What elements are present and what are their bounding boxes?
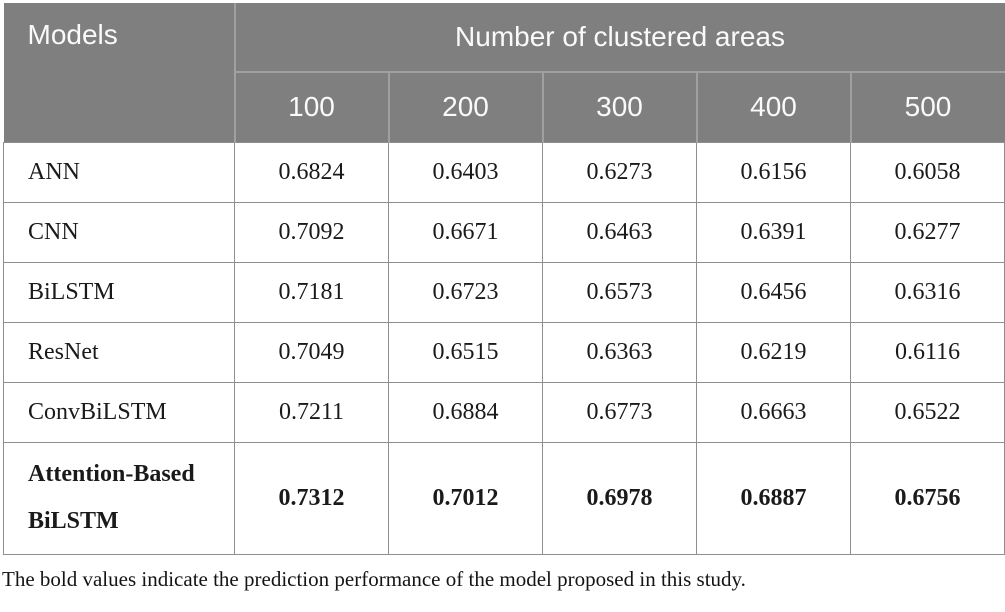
value-cell: 0.6391 xyxy=(696,201,851,263)
value-cell: 0.6219 xyxy=(696,321,851,383)
value-cell: 0.7092 xyxy=(234,201,389,263)
table-row-resnet: ResNet 0.7049 0.6515 0.6363 0.6219 0.611… xyxy=(3,321,1005,383)
value-cell: 0.6756 xyxy=(849,441,1005,555)
value-cell: 0.6887 xyxy=(696,441,851,555)
value-cell: 0.7211 xyxy=(234,381,389,443)
value-cell: 0.6058 xyxy=(849,141,1005,203)
value-cell: 0.6671 xyxy=(388,201,543,263)
value-cell: 0.6456 xyxy=(696,261,851,323)
value-cell: 0.6316 xyxy=(849,261,1005,323)
table-row-convbilstm: ConvBiLSTM 0.7211 0.6884 0.6773 0.6663 0… xyxy=(3,381,1005,443)
table-row-ann: ANN 0.6824 0.6403 0.6273 0.6156 0.6058 xyxy=(3,141,1005,203)
value-cell: 0.7181 xyxy=(234,261,389,323)
column-header-300: 300 xyxy=(541,71,697,142)
column-header-500: 500 xyxy=(849,71,1005,142)
value-cell: 0.6116 xyxy=(849,321,1005,383)
table-row-bilstm: BiLSTM 0.7181 0.6723 0.6573 0.6456 0.631… xyxy=(3,261,1005,323)
value-cell: 0.6884 xyxy=(388,381,543,443)
value-cell: 0.6824 xyxy=(234,141,389,203)
value-cell: 0.6663 xyxy=(696,381,851,443)
value-cell: 0.6522 xyxy=(849,381,1005,443)
value-cell: 0.6463 xyxy=(542,201,697,263)
model-name-cell: CNN xyxy=(3,201,235,263)
column-header-400: 400 xyxy=(695,71,851,142)
table-header: Models Number of clustered areas 100 200… xyxy=(3,3,1005,142)
header-row-columns: 100 200 300 400 500 xyxy=(4,71,1005,142)
model-name-cell: ConvBiLSTM xyxy=(3,381,235,443)
models-column-header: Models xyxy=(3,3,235,142)
model-name-cell: Attention-Based BiLSTM xyxy=(3,441,235,555)
value-cell: 0.6277 xyxy=(849,201,1005,263)
model-name-text: Attention-Based BiLSTM xyxy=(28,461,195,534)
value-cell: 0.7312 xyxy=(234,441,389,555)
value-cell: 0.6403 xyxy=(388,141,543,203)
header-row-group: Models Number of clustered areas xyxy=(3,3,1005,142)
value-cell: 0.6773 xyxy=(542,381,697,443)
table-row-attention-based-bilstm: Attention-Based BiLSTM 0.7312 0.7012 0.6… xyxy=(3,441,1005,555)
model-name-cell: ANN xyxy=(3,141,235,203)
value-cell: 0.7049 xyxy=(234,321,389,383)
table-row-cnn: CNN 0.7092 0.6671 0.6463 0.6391 0.6277 xyxy=(3,201,1005,263)
value-cell: 0.6515 xyxy=(388,321,543,383)
table-body: ANN 0.6824 0.6403 0.6273 0.6156 0.6058 C… xyxy=(3,141,1005,555)
value-cell: 0.6273 xyxy=(542,141,697,203)
value-cell: 0.6156 xyxy=(696,141,851,203)
value-cell: 0.6723 xyxy=(388,261,543,323)
model-name-cell: BiLSTM xyxy=(3,261,235,323)
table-footnote: The bold values indicate the prediction … xyxy=(2,566,746,591)
value-cell: 0.6573 xyxy=(542,261,697,323)
model-name-cell: ResNet xyxy=(3,321,235,383)
clustered-areas-group-header: Number of clustered areas xyxy=(233,3,1005,72)
value-cell: 0.6978 xyxy=(542,441,697,555)
value-cell: 0.7012 xyxy=(388,441,543,555)
value-cell: 0.6363 xyxy=(542,321,697,383)
results-table: Models Number of clustered areas 100 200… xyxy=(3,3,1005,555)
column-header-100: 100 xyxy=(233,71,389,142)
column-header-200: 200 xyxy=(387,71,543,142)
